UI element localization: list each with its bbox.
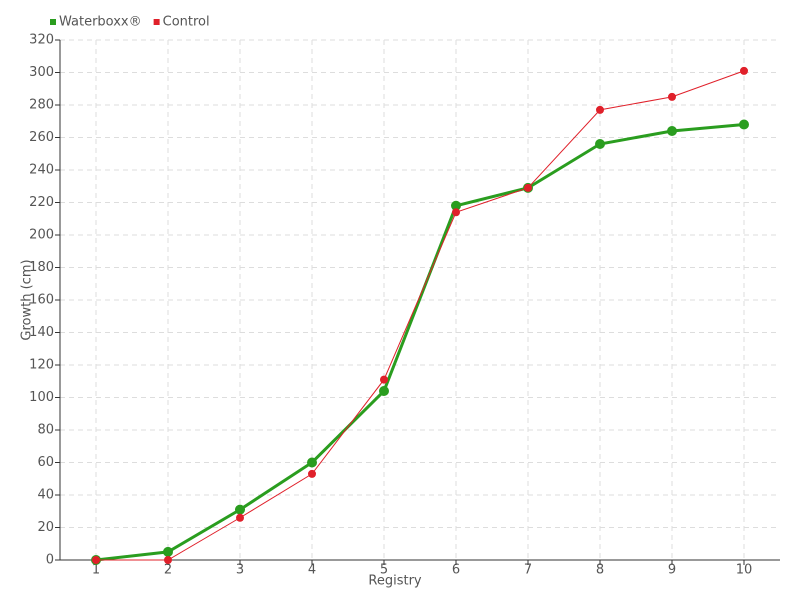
y-tick-label: 320 <box>29 33 54 48</box>
series-line <box>96 70 745 561</box>
x-tick-label: 4 <box>308 563 316 578</box>
x-tick-label: 1 <box>92 563 100 578</box>
y-tick-label: 20 <box>37 520 54 535</box>
x-axis-label: Registry <box>368 574 422 589</box>
x-tick-label: 2 <box>164 563 172 578</box>
legend-swatch <box>50 19 56 25</box>
data-point <box>92 556 100 564</box>
y-tick-label: 180 <box>29 260 54 275</box>
data-point <box>163 546 173 557</box>
data-point <box>308 469 316 478</box>
data-point <box>668 92 676 101</box>
y-tick-label: 280 <box>29 98 54 113</box>
series-line <box>95 123 745 562</box>
y-tick-label: 300 <box>29 65 54 80</box>
data-point <box>164 556 172 564</box>
data-point <box>739 119 749 130</box>
x-tick-label: 6 <box>452 563 460 578</box>
y-tick-label: 40 <box>37 488 54 503</box>
y-tick-label: 100 <box>29 390 54 405</box>
y-tick-label: 120 <box>29 358 54 373</box>
data-point <box>236 513 244 522</box>
y-tick-label: 0 <box>46 553 54 568</box>
data-point <box>740 66 748 75</box>
data-point <box>667 126 677 136</box>
x-tick-label: 7 <box>524 563 532 578</box>
data-point <box>595 139 605 149</box>
x-tick-label: 8 <box>596 563 604 578</box>
y-tick-label: 200 <box>29 228 54 243</box>
data-point <box>307 457 317 468</box>
data-point <box>451 200 461 211</box>
y-tick-label: 240 <box>29 163 54 178</box>
y-tick-label: 260 <box>29 130 54 145</box>
legend-label: Waterboxx® <box>59 15 142 30</box>
x-tick-label: 5 <box>380 563 388 578</box>
data-point <box>452 208 460 217</box>
x-tick-label: 3 <box>236 563 244 578</box>
data-point <box>596 105 604 114</box>
legend-label: Control <box>163 15 210 30</box>
y-tick-label: 220 <box>29 195 54 210</box>
y-tick-label: 60 <box>37 455 54 470</box>
data-point <box>235 504 245 515</box>
data-point <box>524 183 532 192</box>
y-tick-label: 80 <box>37 423 54 438</box>
data-point <box>380 375 388 384</box>
y-axis-label: Growth (cm) <box>20 259 35 340</box>
y-tick-label: 160 <box>29 293 54 308</box>
y-tick-label: 140 <box>29 325 54 340</box>
legend-swatch <box>153 19 160 25</box>
x-tick-label: 9 <box>668 563 676 578</box>
x-tick-label: 10 <box>736 563 753 578</box>
data-point <box>379 386 389 396</box>
